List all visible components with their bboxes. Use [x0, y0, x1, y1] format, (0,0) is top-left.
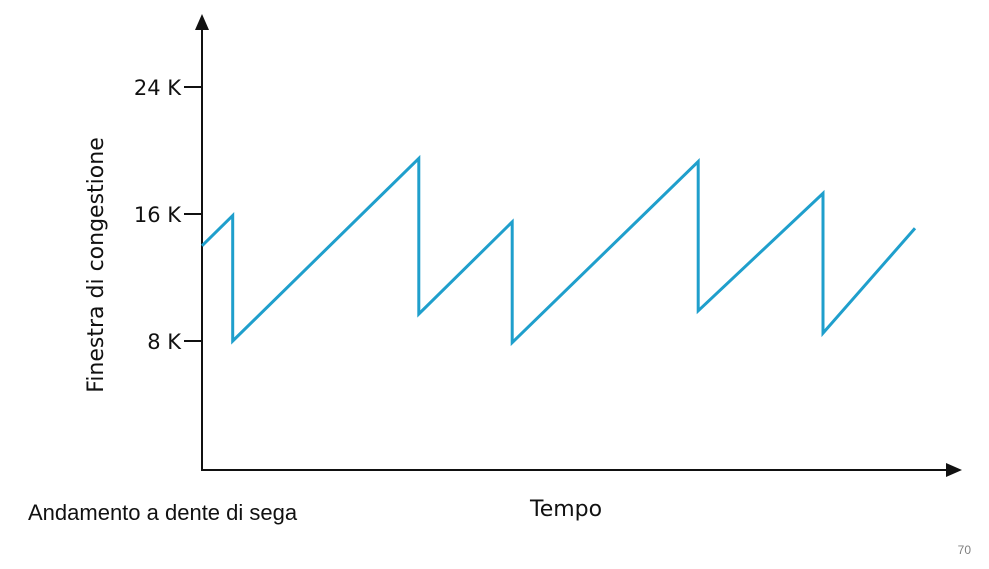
sawtooth-series-line — [200, 154, 917, 347]
y-axis-arrow-icon — [195, 14, 209, 30]
axes — [195, 14, 962, 477]
series-group — [200, 154, 917, 347]
y-axis-label: Finestra di congestione — [84, 137, 109, 392]
chart-caption: Andamento a dente di sega — [28, 500, 298, 525]
y-tick-label: 16 K — [134, 203, 182, 227]
y-ticks: 8 K 16 K 24 K — [134, 76, 202, 354]
page-number: 70 — [957, 543, 971, 557]
x-axis-arrow-icon — [946, 463, 962, 477]
y-tick-label: 8 K — [147, 330, 182, 354]
x-axis-label: Tempo — [529, 497, 602, 522]
y-tick-label: 24 K — [134, 76, 182, 100]
